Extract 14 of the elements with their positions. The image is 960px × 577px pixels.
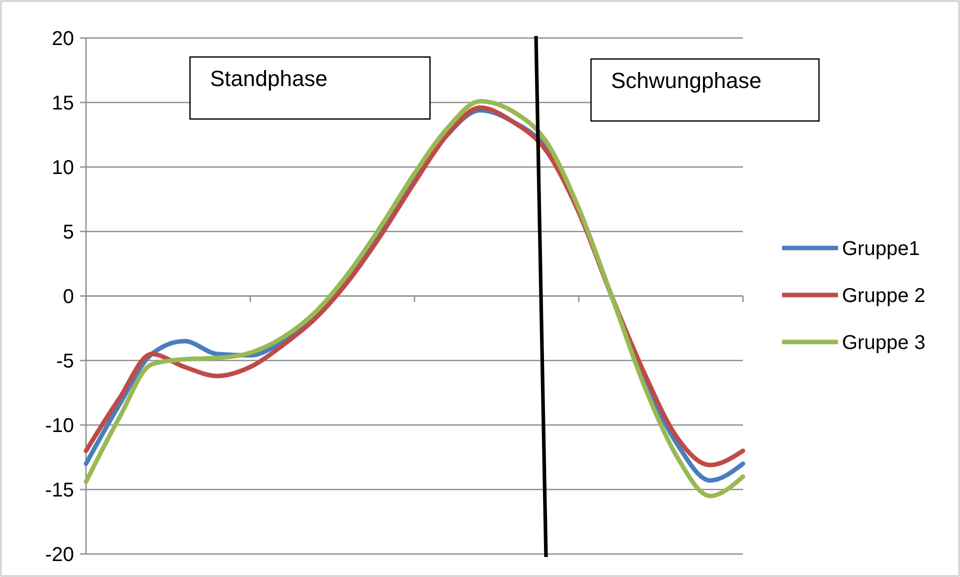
y-tick-label: 0 xyxy=(62,286,74,308)
y-tick-label: -15 xyxy=(45,480,74,502)
legend-label: Gruppe 3 xyxy=(842,332,926,354)
annotation: Schwungphase xyxy=(611,68,762,93)
y-tick-label: -10 xyxy=(45,415,74,437)
y-tick-label: 5 xyxy=(62,222,74,244)
y-tick-label: 15 xyxy=(52,92,74,114)
legend-label: Gruppe 2 xyxy=(842,285,926,307)
y-tick-label: 20 xyxy=(52,28,74,50)
y-tick-label: -5 xyxy=(56,350,74,372)
y-tick-label: 10 xyxy=(52,157,74,179)
annotation: Standphase xyxy=(210,66,328,91)
y-tick-label: -20 xyxy=(45,544,74,566)
legend-label: Gruppe1 xyxy=(842,238,920,260)
